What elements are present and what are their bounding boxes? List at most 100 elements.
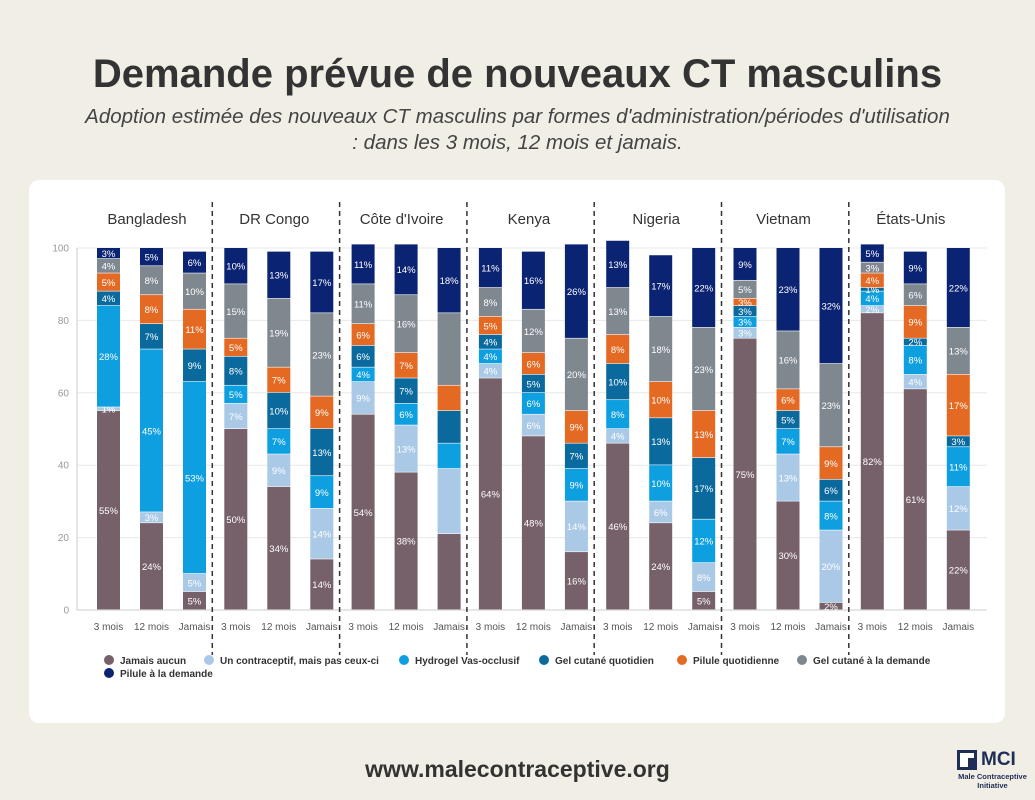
bar-segment	[649, 316, 673, 382]
bar-segment	[267, 367, 291, 393]
bar-segment	[521, 392, 545, 414]
data-label: 82%	[863, 457, 883, 468]
data-label: 17%	[651, 282, 671, 293]
data-label: 9%	[908, 318, 922, 329]
data-label: 3%	[145, 513, 159, 524]
legend-item: Un contraceptif, mais pas ceux-ci	[204, 655, 379, 667]
legend-swatch-icon	[104, 655, 114, 665]
x-tick-label: Jamais	[433, 622, 465, 633]
data-label: 6%	[356, 330, 370, 341]
bar-segment	[394, 403, 418, 425]
stacked-bar-chart: 0 20 40 60 80 100 Bangladesh 55% 1% 28% 4% 5% 4% 3% 3 …	[52, 202, 987, 655]
data-label: 8%	[908, 356, 922, 367]
country-label: Kenya	[508, 211, 551, 228]
bar-segment	[394, 244, 418, 295]
bar-segment	[140, 349, 163, 512]
data-label: 19%	[269, 329, 289, 340]
data-label: 5%	[229, 343, 243, 354]
data-label: 7%	[229, 412, 243, 423]
bar-segment	[310, 508, 334, 559]
data-label: 5%	[738, 285, 752, 296]
bar-segment	[819, 501, 843, 530]
data-label: 7%	[399, 386, 413, 397]
data-label: 9%	[738, 260, 752, 271]
data-label: 14%	[312, 529, 332, 540]
data-label: 4%	[611, 432, 625, 443]
bar-segment	[183, 573, 206, 592]
x-tick-label: 3 mois	[94, 622, 123, 633]
bar-segment	[819, 602, 843, 610]
y-tick-label: 0	[63, 606, 69, 617]
data-label: 28%	[99, 352, 119, 363]
data-label: 11%	[185, 325, 204, 336]
bar-segment	[351, 381, 375, 414]
data-label: 16%	[524, 276, 544, 287]
data-label: 4%	[908, 377, 922, 388]
data-label: 4%	[102, 262, 116, 273]
data-label: 6%	[399, 410, 413, 421]
bar-segment	[267, 251, 291, 299]
data-label: 7%	[781, 437, 795, 448]
bar-segment	[692, 591, 716, 610]
data-label: 53%	[185, 473, 205, 484]
data-label: 45%	[142, 426, 162, 437]
data-label: 17%	[694, 484, 714, 495]
data-label: 14%	[567, 522, 587, 533]
x-tick-label: 12 mois	[134, 622, 169, 633]
bar-segment	[437, 468, 461, 534]
data-label: 3%	[738, 298, 752, 309]
data-label: 1%	[865, 285, 879, 296]
data-label: 7%	[145, 332, 159, 343]
legend-item: Gel cutané à la demande	[797, 655, 930, 667]
bar-segment	[860, 313, 884, 610]
bar-segment	[776, 331, 800, 389]
bar-segment	[521, 414, 545, 436]
data-label: 3%	[865, 263, 879, 274]
data-label: 11%	[354, 300, 373, 311]
data-label: 12%	[694, 537, 714, 548]
data-label: 3%	[738, 318, 752, 329]
x-tick-label: Jamais	[179, 622, 211, 633]
bar-segment	[351, 324, 375, 346]
bar-segment	[478, 248, 502, 288]
x-tick-label: 3 mois	[730, 622, 759, 633]
x-tick-label: 12 mois	[898, 622, 933, 633]
data-label: 11%	[949, 463, 968, 474]
country-label: Nigeria	[632, 211, 680, 228]
bar-segment	[183, 309, 206, 349]
bar-segment	[776, 429, 800, 454]
bar-segment	[183, 273, 206, 309]
bar-segment	[310, 429, 334, 476]
bar-segment	[946, 374, 970, 436]
data-label: 9%	[570, 423, 584, 434]
data-label: 2%	[908, 338, 922, 349]
data-label: 18%	[440, 276, 460, 287]
bar-segment	[183, 349, 206, 382]
bar-segment	[140, 248, 163, 266]
bar-segment	[183, 251, 206, 273]
website-url[interactable]: www.malecontraceptive.org	[365, 756, 670, 782]
data-label: 2%	[824, 602, 838, 613]
data-label: 13%	[651, 437, 671, 448]
bar-segment	[564, 244, 588, 338]
data-label: 17%	[949, 401, 969, 412]
bar-segment	[860, 291, 884, 306]
data-label: 4%	[484, 352, 498, 363]
bar-segment	[351, 284, 375, 324]
bar-segment	[267, 486, 291, 610]
bar-segment	[140, 266, 163, 295]
data-label: 4%	[356, 370, 370, 381]
bar-segment	[224, 385, 248, 404]
page-subtitle: Adoption estimée des nouveaux CT masculi…	[85, 105, 950, 154]
data-label: 4%	[484, 367, 498, 378]
data-label: 18%	[651, 345, 671, 356]
data-label: 23%	[821, 401, 841, 412]
data-label: 7%	[399, 361, 413, 372]
bar-segment	[606, 443, 630, 610]
bar-segment	[224, 403, 248, 429]
bar-segment	[733, 305, 757, 317]
data-label: 3%	[738, 329, 752, 340]
bar-segment	[564, 410, 588, 443]
bar-segment	[903, 284, 927, 306]
data-label: 46%	[608, 522, 628, 533]
